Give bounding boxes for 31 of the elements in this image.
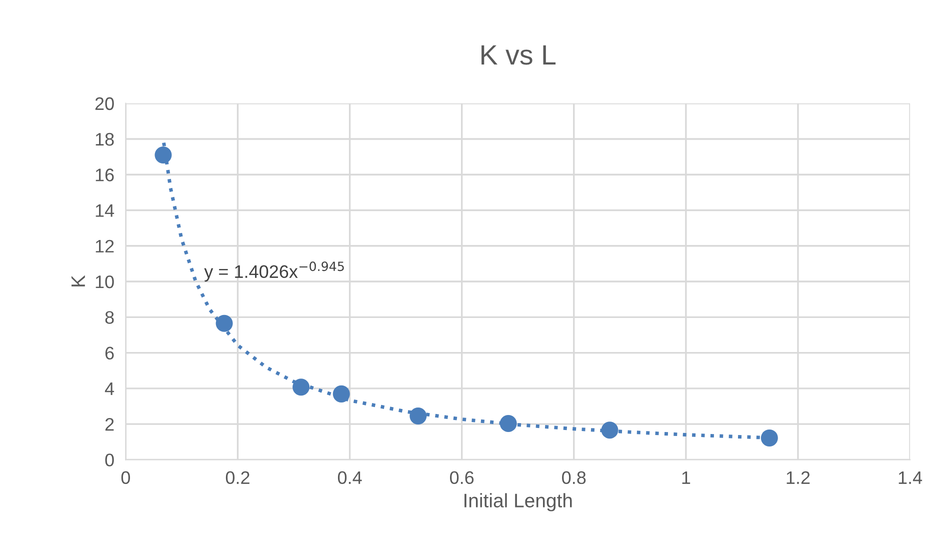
y-tick-label: 14 xyxy=(96,204,114,217)
x-tick-label: 0 xyxy=(121,471,130,484)
x-tick-label: 1.2 xyxy=(786,471,810,484)
y-tick-label: 8 xyxy=(105,311,114,324)
y-tick-label: 6 xyxy=(105,346,114,360)
point xyxy=(332,385,350,402)
x-tick-label: 0.4 xyxy=(338,471,362,484)
x-tick-label: 0.6 xyxy=(450,471,474,484)
x-tick-label: 0.2 xyxy=(226,471,250,484)
y-tick-label: 20 xyxy=(95,97,114,110)
y-tick-label: 16 xyxy=(96,168,114,182)
point xyxy=(410,408,427,425)
chart-title: K vs L xyxy=(482,45,556,65)
point xyxy=(500,415,517,432)
y-tick-label: 18 xyxy=(96,132,114,146)
y-axis-title: K xyxy=(72,275,85,286)
x-tick-label: 1 xyxy=(682,471,690,484)
y-tick-label: 4 xyxy=(104,382,114,395)
x-axis-title: Initial Length xyxy=(464,493,572,512)
point xyxy=(601,422,618,439)
point xyxy=(154,146,172,164)
y-tick-label: 12 xyxy=(96,240,114,252)
x-tick-label: 0.8 xyxy=(562,471,586,484)
annotation: y = 1.4026x$^{−0.945}$ xyxy=(204,262,344,282)
point xyxy=(760,429,778,446)
y-tick-label: 10 xyxy=(96,275,114,288)
point xyxy=(216,314,233,332)
point xyxy=(292,378,310,396)
y-tick-label: 2 xyxy=(105,418,114,431)
x-tick-label: 1.4 xyxy=(898,471,922,484)
y-tick-label: 0 xyxy=(105,454,114,466)
